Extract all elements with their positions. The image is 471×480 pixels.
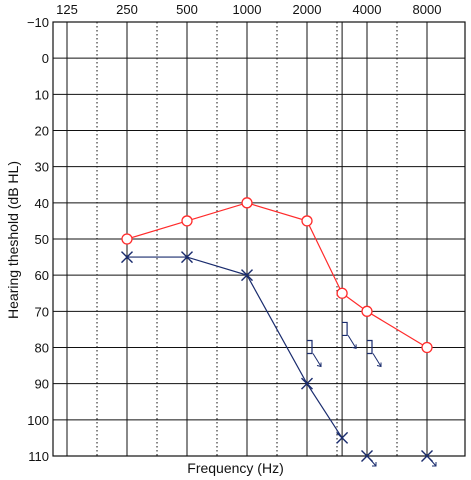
cross-marker: [181, 251, 193, 264]
y-tick-label: 50: [35, 232, 49, 247]
cross-marker: [361, 450, 377, 467]
x-axis-label: Frequency (Hz): [187, 460, 284, 476]
cross-stroke: [181, 251, 193, 264]
bracket-marker: [307, 339, 322, 368]
circle-marker: [241, 197, 253, 209]
no-response-arrow: [368, 457, 377, 467]
cross-marker: [301, 377, 313, 390]
bracket-marker: [342, 321, 357, 350]
x-tick-label: 500: [176, 2, 198, 17]
circle-marker: [301, 215, 313, 227]
cross-stroke: [121, 251, 133, 264]
y-tick-label: 40: [35, 196, 49, 211]
circle-marker: [421, 341, 433, 354]
circle-marker: [181, 215, 193, 227]
cross-stroke: [361, 450, 373, 462]
y-tick-label: 90: [35, 377, 49, 392]
x-tick-label: 4000: [353, 2, 382, 17]
circle-marker: [336, 287, 348, 299]
cross-stroke: [241, 269, 253, 282]
x-tick-label: 2000: [293, 2, 322, 17]
y-tick-label: 70: [35, 304, 49, 319]
no-response-arrowhead: [432, 462, 437, 467]
cross-stroke: [421, 450, 433, 462]
cross-stroke: [301, 377, 313, 390]
no-response-arrowhead: [316, 362, 322, 368]
y-axis-label-wrap: Hearing theshold (dB HL): [5, 161, 21, 319]
y-axis-label: Hearing theshold (dB HL): [5, 161, 21, 319]
bracket-stroke: [307, 339, 313, 355]
cross-marker: [121, 251, 133, 264]
cross-stroke: [336, 431, 349, 444]
bracket-stroke: [367, 339, 373, 355]
cross-marker: [336, 431, 349, 444]
no-response-arrowhead: [372, 462, 377, 467]
y-tick-label: 80: [35, 341, 49, 356]
no-response-arrow: [372, 353, 382, 367]
x-tick-label: 8000: [413, 2, 442, 17]
circle-marker: [361, 305, 373, 317]
y-tick-label: 20: [35, 124, 49, 139]
x-tick-labels: 125 250 500 1000 2000 4000 8000: [56, 2, 441, 17]
cross-marker: [421, 450, 437, 467]
y-tick-labels: −10 0 10 20 30 40 50 60 70 80 90 100 110: [27, 15, 49, 464]
no-response-arrowhead: [376, 362, 382, 368]
y-tick-label: 100: [27, 413, 49, 428]
y-tick-label: 110: [28, 449, 49, 464]
y-tick-label: 30: [35, 160, 49, 175]
no-response-arrow: [312, 353, 322, 367]
cross-marker: [241, 269, 253, 282]
x-tick-label: 125: [56, 2, 78, 17]
no-response-arrow: [428, 457, 437, 467]
circle-marker: [121, 233, 133, 245]
no-response-arrowhead: [351, 344, 357, 350]
y-tick-label: −10: [27, 15, 49, 30]
grid: [52, 21, 466, 457]
bracket-stroke: [342, 321, 348, 337]
y-tick-label: 60: [35, 268, 49, 283]
x-tick-label: 1000: [233, 2, 262, 17]
y-tick-label: 0: [42, 51, 49, 66]
x-tick-label: 250: [116, 2, 138, 17]
data-markers: [121, 197, 437, 467]
y-tick-label: 10: [35, 87, 49, 102]
no-response-arrow: [347, 335, 357, 349]
bracket-marker: [367, 339, 382, 368]
